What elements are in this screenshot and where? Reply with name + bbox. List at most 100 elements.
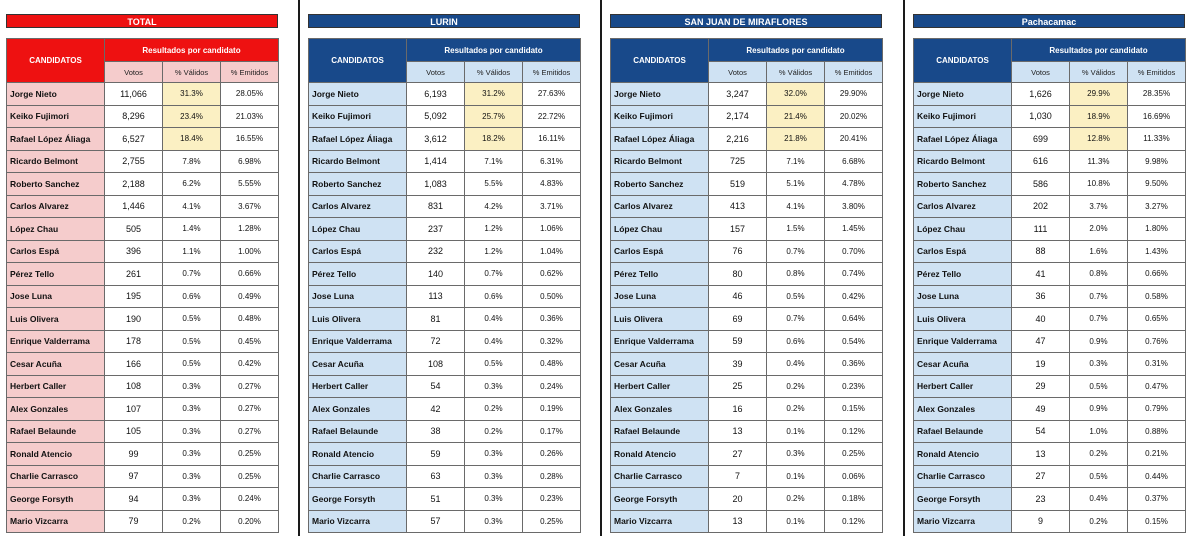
votes-cell: 190	[104, 307, 163, 331]
valid-pct-cell: 0.6%	[162, 284, 221, 308]
valid-pct-cell: 7.1%	[766, 149, 825, 173]
table-row: Luis Olivera 40 0.7% 0.65%	[913, 307, 1186, 331]
table-row: George Forsyth 51 0.3% 0.23%	[308, 487, 581, 511]
valid-pct-cell: 0.1%	[766, 464, 825, 488]
table-row: Mario Vizcarra 13 0.1% 0.12%	[610, 509, 883, 533]
valid-pct-cell: 0.6%	[766, 329, 825, 353]
candidate-name-cell: Roberto Sanchez	[308, 172, 407, 196]
valid-pct-cell: 0.3%	[464, 374, 523, 398]
panel-divider	[298, 0, 300, 536]
emitted-pct-cell: 22.72%	[522, 104, 581, 128]
valid-pct-cell: 0.5%	[766, 284, 825, 308]
valid-pct-cell: 0.1%	[766, 419, 825, 443]
emitted-pct-cell: 0.32%	[522, 329, 581, 353]
table-row: Jose Luna 195 0.6% 0.49%	[6, 284, 279, 308]
table-row: George Forsyth 94 0.3% 0.24%	[6, 487, 279, 511]
panel-divider	[903, 0, 905, 536]
emitted-pct-cell: 0.42%	[824, 284, 883, 308]
results-panel-3: Pachacamac CANDIDATOS Resultados por can…	[913, 0, 1195, 536]
valid-pct-cell: 32.0%	[766, 82, 825, 106]
valid-pct-cell: 1.0%	[1069, 419, 1128, 443]
candidate-name-cell: Luis Olivera	[308, 307, 407, 331]
candidate-name-cell: Luis Olivera	[6, 307, 105, 331]
candidate-name-cell: Herbert Caller	[913, 374, 1012, 398]
votes-cell: 80	[708, 262, 767, 286]
valid-pct-cell: 0.5%	[162, 307, 221, 331]
candidate-name-cell: Carlos Espá	[6, 239, 105, 263]
table-row: Ronald Atencio 59 0.3% 0.26%	[308, 442, 581, 466]
table-row: Luis Olivera 81 0.4% 0.36%	[308, 307, 581, 331]
table-row: Carlos Alvarez 831 4.2% 3.71%	[308, 194, 581, 218]
emitted-pct-cell: 0.66%	[1127, 262, 1186, 286]
votes-cell: 1,030	[1011, 104, 1070, 128]
table-row: Enrique Valderrama 59 0.6% 0.54%	[610, 329, 883, 353]
valid-pct-cell: 0.7%	[162, 262, 221, 286]
candidate-name-cell: López Chau	[610, 217, 709, 241]
candidate-name-cell: Mario Vizcarra	[6, 509, 105, 533]
votes-cell: 108	[104, 374, 163, 398]
valid-pct-cell: 0.2%	[1069, 509, 1128, 533]
votes-cell: 57	[406, 509, 465, 533]
votes-cell: 2,174	[708, 104, 767, 128]
table-row: Luis Olivera 190 0.5% 0.48%	[6, 307, 279, 331]
emitted-pct-cell: 16.11%	[522, 127, 581, 151]
votes-cell: 3,247	[708, 82, 767, 106]
candidate-name-cell: Charlie Carrasco	[6, 464, 105, 488]
table-row: Herbert Caller 25 0.2% 0.23%	[610, 374, 883, 398]
emitted-pct-cell: 0.15%	[1127, 509, 1186, 533]
valid-pct-cell: 0.3%	[766, 442, 825, 466]
candidate-name-cell: Carlos Alvarez	[913, 194, 1012, 218]
votes-cell: 29	[1011, 374, 1070, 398]
emitted-pct-cell: 0.20%	[220, 509, 279, 533]
table-row: Pérez Tello 261 0.7% 0.66%	[6, 262, 279, 286]
candidate-name-cell: Charlie Carrasco	[610, 464, 709, 488]
valid-pct-cell: 0.2%	[1069, 442, 1128, 466]
table-row: Enrique Valderrama 178 0.5% 0.45%	[6, 329, 279, 353]
candidate-name-cell: Keiko Fujimori	[6, 104, 105, 128]
votes-cell: 261	[104, 262, 163, 286]
table-row: Luis Olivera 69 0.7% 0.64%	[610, 307, 883, 331]
votes-cell: 725	[708, 149, 767, 173]
votes-cell: 51	[406, 487, 465, 511]
votes-cell: 47	[1011, 329, 1070, 353]
candidate-name-cell: Carlos Espá	[308, 239, 407, 263]
emitted-pct-cell: 0.25%	[522, 509, 581, 533]
votes-cell: 39	[708, 352, 767, 376]
table-row: Enrique Valderrama 72 0.4% 0.32%	[308, 329, 581, 353]
table-row: Jose Luna 46 0.5% 0.42%	[610, 284, 883, 308]
resultados-header: Resultados por candidato	[406, 38, 581, 62]
results-table: CANDIDATOS Resultados por candidato Voto…	[6, 38, 279, 533]
valid-pct-cell: 0.3%	[162, 374, 221, 398]
emitted-pct-cell: 1.28%	[220, 217, 279, 241]
votos-header: Votos	[1011, 61, 1070, 83]
votes-cell: 27	[708, 442, 767, 466]
votes-cell: 9	[1011, 509, 1070, 533]
valid-pct-cell: 0.4%	[1069, 487, 1128, 511]
emitted-pct-cell: 0.27%	[220, 419, 279, 443]
votes-cell: 88	[1011, 239, 1070, 263]
table-row: Pérez Tello 140 0.7% 0.62%	[308, 262, 581, 286]
table-row: Keiko Fujimori 2,174 21.4% 20.02%	[610, 104, 883, 128]
table-row: Jorge Nieto 3,247 32.0% 29.90%	[610, 82, 883, 106]
table-row: Roberto Sanchez 2,188 6.2% 5.55%	[6, 172, 279, 196]
votes-cell: 94	[104, 487, 163, 511]
candidate-name-cell: Rafael López Áliaga	[913, 127, 1012, 151]
valid-pct-cell: 1.5%	[766, 217, 825, 241]
valid-pct-cell: 18.9%	[1069, 104, 1128, 128]
votes-cell: 232	[406, 239, 465, 263]
candidate-name-cell: Carlos Alvarez	[308, 194, 407, 218]
table-row: Alex Gonzales 107 0.3% 0.27%	[6, 397, 279, 421]
table-row: Rafael Belaunde 105 0.3% 0.27%	[6, 419, 279, 443]
votes-cell: 3,612	[406, 127, 465, 151]
emitted-pct-cell: 0.66%	[220, 262, 279, 286]
table-row: Ricardo Belmont 1,414 7.1% 6.31%	[308, 149, 581, 173]
emitted-pct-cell: 4.78%	[824, 172, 883, 196]
votes-cell: 505	[104, 217, 163, 241]
candidate-name-cell: Rafael Belaunde	[610, 419, 709, 443]
votes-cell: 54	[1011, 419, 1070, 443]
votes-cell: 20	[708, 487, 767, 511]
emitidos-header: % Emitidos	[220, 61, 279, 83]
emitted-pct-cell: 0.54%	[824, 329, 883, 353]
valid-pct-cell: 18.2%	[464, 127, 523, 151]
votes-cell: 1,083	[406, 172, 465, 196]
